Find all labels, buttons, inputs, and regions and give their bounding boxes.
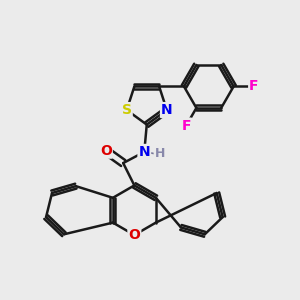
Text: F: F xyxy=(182,118,191,133)
Text: F: F xyxy=(249,80,259,94)
Text: O: O xyxy=(100,144,112,158)
Text: N: N xyxy=(161,103,172,117)
Text: N: N xyxy=(139,145,150,159)
Text: S: S xyxy=(122,103,132,117)
Text: H: H xyxy=(154,147,165,160)
Text: O: O xyxy=(128,228,140,242)
